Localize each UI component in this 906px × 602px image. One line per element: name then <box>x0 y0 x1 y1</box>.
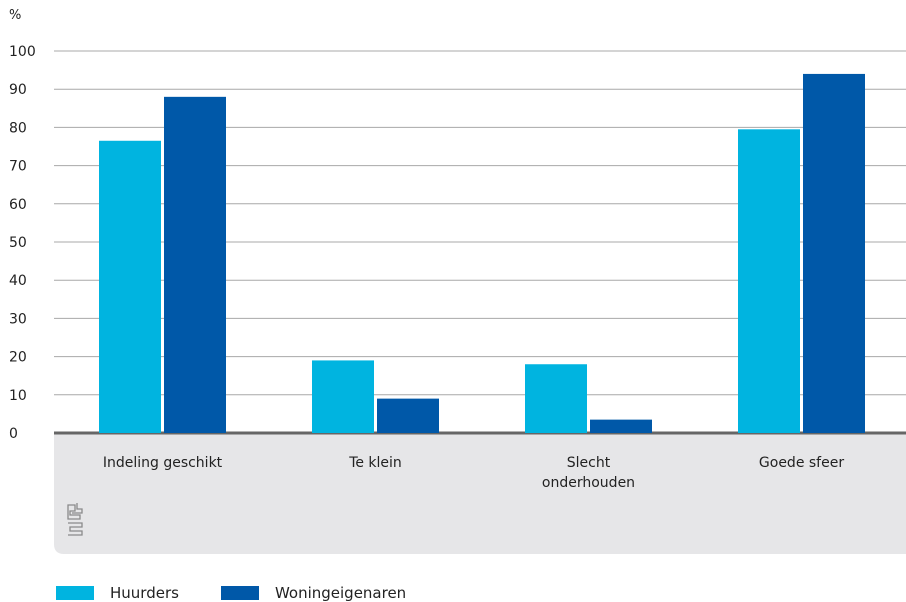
x-category-label: Te klein <box>348 455 402 471</box>
y-tick-label: 0 <box>9 426 18 442</box>
legend-swatch-huurders <box>56 586 94 600</box>
x-category-label: Slecht onderhouden <box>542 455 635 491</box>
y-tick-label: 90 <box>9 82 27 98</box>
bar <box>99 140 161 433</box>
legend-swatch-woningeigenaren <box>220 586 259 600</box>
bar <box>312 360 374 433</box>
bar <box>803 73 865 434</box>
legend: Huurders Woningeigenaren <box>56 584 448 602</box>
bar <box>525 364 587 433</box>
legend-item-woningeigenaren: Woningeigenaren <box>220 584 407 602</box>
legend-item-huurders: Huurders <box>56 584 179 602</box>
y-tick-label: 40 <box>9 273 27 289</box>
x-category-label: Indeling geschikt <box>103 455 223 471</box>
bar <box>377 398 439 433</box>
y-tick-label: 30 <box>9 311 27 327</box>
category-panel <box>54 433 906 554</box>
bar <box>164 96 226 433</box>
bar <box>738 129 800 433</box>
bar <box>590 419 652 433</box>
y-tick-label: 60 <box>9 197 27 213</box>
y-axis-unit-label: % <box>9 8 22 23</box>
y-tick-label: 70 <box>9 159 27 175</box>
y-tick-label: 80 <box>9 120 27 136</box>
legend-label-huurders: Huurders <box>110 584 179 602</box>
cbs-logo-icon <box>67 503 83 536</box>
x-category-label: Goede sfeer <box>759 455 844 471</box>
legend-label-woningeigenaren: Woningeigenaren <box>274 584 407 602</box>
y-tick-label: 20 <box>9 350 27 366</box>
y-tick-label: 50 <box>9 235 27 251</box>
y-tick-label: 100 <box>9 44 36 60</box>
y-tick-label: 10 <box>9 388 27 404</box>
